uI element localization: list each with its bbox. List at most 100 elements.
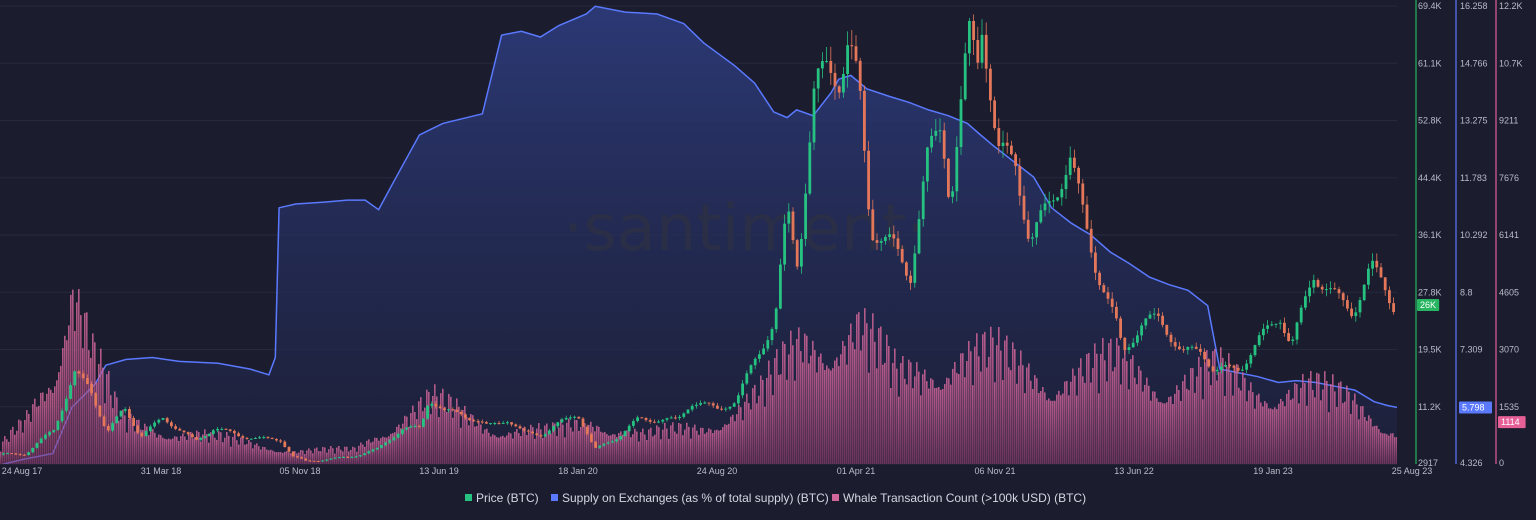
candle xyxy=(1144,318,1148,330)
whale-bar xyxy=(504,437,506,464)
whale-bar xyxy=(1300,387,1302,464)
whale-bar xyxy=(1012,342,1014,464)
whale-bar xyxy=(1294,383,1296,464)
whale-bar xyxy=(416,419,418,464)
legend-item[interactable]: Whale Transaction Count (>100k USD) (BTC… xyxy=(832,491,1086,505)
candle xyxy=(779,258,782,310)
candle xyxy=(1043,194,1047,217)
candle xyxy=(678,414,681,421)
whale-bar xyxy=(900,363,902,464)
candle xyxy=(808,131,812,196)
candle xyxy=(774,306,778,333)
whale-bar xyxy=(1336,406,1338,464)
candle xyxy=(1052,194,1055,208)
candle xyxy=(632,418,635,428)
whale-bar xyxy=(1108,343,1110,464)
whale-bar xyxy=(394,432,396,464)
whale-bar xyxy=(608,435,610,464)
legend-item[interactable]: Price (BTC) xyxy=(465,491,539,505)
candle xyxy=(611,439,614,444)
whale-bar xyxy=(834,360,836,464)
whale-bar xyxy=(126,432,128,464)
whale-bar xyxy=(432,395,434,464)
whale-bar xyxy=(978,356,980,464)
price-tick-label: 11.2K xyxy=(1418,402,1441,412)
whale-bar xyxy=(574,419,576,464)
whale-bar xyxy=(958,374,960,464)
candle xyxy=(884,234,887,245)
whale-bar xyxy=(34,398,36,464)
whale-bar xyxy=(112,408,114,464)
candle xyxy=(531,431,534,434)
candle xyxy=(795,238,799,270)
whale-bar xyxy=(396,426,398,464)
whale-bar xyxy=(580,427,582,464)
whale-bar xyxy=(828,368,830,464)
candle xyxy=(598,445,602,449)
whale-bar xyxy=(30,421,32,464)
candle xyxy=(1392,297,1395,315)
candle xyxy=(388,438,392,444)
whale-bar xyxy=(1222,357,1224,464)
whale-bar xyxy=(276,452,278,464)
whale-bar xyxy=(1306,405,1308,464)
whale-bar xyxy=(1178,389,1180,464)
candle xyxy=(1165,324,1169,337)
legend-swatch xyxy=(832,494,839,501)
whale-bar xyxy=(1120,384,1122,464)
whale-bar xyxy=(1196,376,1198,464)
whale-bar xyxy=(1264,401,1266,464)
whale-bar xyxy=(258,446,260,464)
candle xyxy=(590,432,593,443)
whale-tick-label: 6141 xyxy=(1499,230,1519,240)
whale-bar xyxy=(1006,335,1008,464)
whale-bar xyxy=(28,413,30,464)
candle xyxy=(938,118,942,143)
whale-bar xyxy=(1008,367,1010,464)
whale-bar xyxy=(722,427,724,464)
candle xyxy=(1161,312,1164,328)
whale-bar xyxy=(844,345,846,464)
whale-bar xyxy=(464,405,466,464)
whale-bar xyxy=(948,378,950,464)
whale-bar xyxy=(870,328,872,464)
candle xyxy=(636,415,639,423)
candle xyxy=(195,435,198,441)
candle xyxy=(762,343,765,356)
candle xyxy=(102,414,106,427)
candle xyxy=(674,415,677,420)
whale-bar xyxy=(1150,400,1152,464)
candle xyxy=(186,431,190,436)
candle xyxy=(317,460,320,462)
whale-bar xyxy=(710,429,712,464)
whale-bar xyxy=(920,395,922,464)
whale-bar xyxy=(506,435,508,464)
whale-bar xyxy=(1190,367,1192,464)
whale-bar xyxy=(1236,364,1238,464)
whale-bar xyxy=(1358,419,1360,464)
candle xyxy=(417,424,421,429)
whale-bar xyxy=(746,393,748,464)
whale-bar xyxy=(1058,390,1060,464)
candle xyxy=(476,418,480,424)
whale-bar xyxy=(1080,358,1082,464)
candle xyxy=(1102,283,1106,294)
candle xyxy=(1358,297,1362,318)
whale-bar xyxy=(1166,402,1168,464)
whale-bar xyxy=(454,409,456,464)
candle xyxy=(1346,295,1349,312)
candle xyxy=(569,415,572,421)
candle xyxy=(119,410,123,418)
candle xyxy=(1199,344,1202,356)
whale-bar xyxy=(274,451,276,464)
whale-bar xyxy=(860,350,862,464)
legend-item[interactable]: Supply on Exchanges (as % of total suppl… xyxy=(551,491,829,505)
candle xyxy=(44,433,47,440)
whale-bar xyxy=(744,401,746,464)
candle xyxy=(128,406,131,420)
candle xyxy=(258,435,261,440)
whale-bar xyxy=(374,437,376,464)
whale-bar xyxy=(1390,433,1392,464)
whale-bar xyxy=(1010,370,1012,464)
whale-bar xyxy=(300,449,302,464)
